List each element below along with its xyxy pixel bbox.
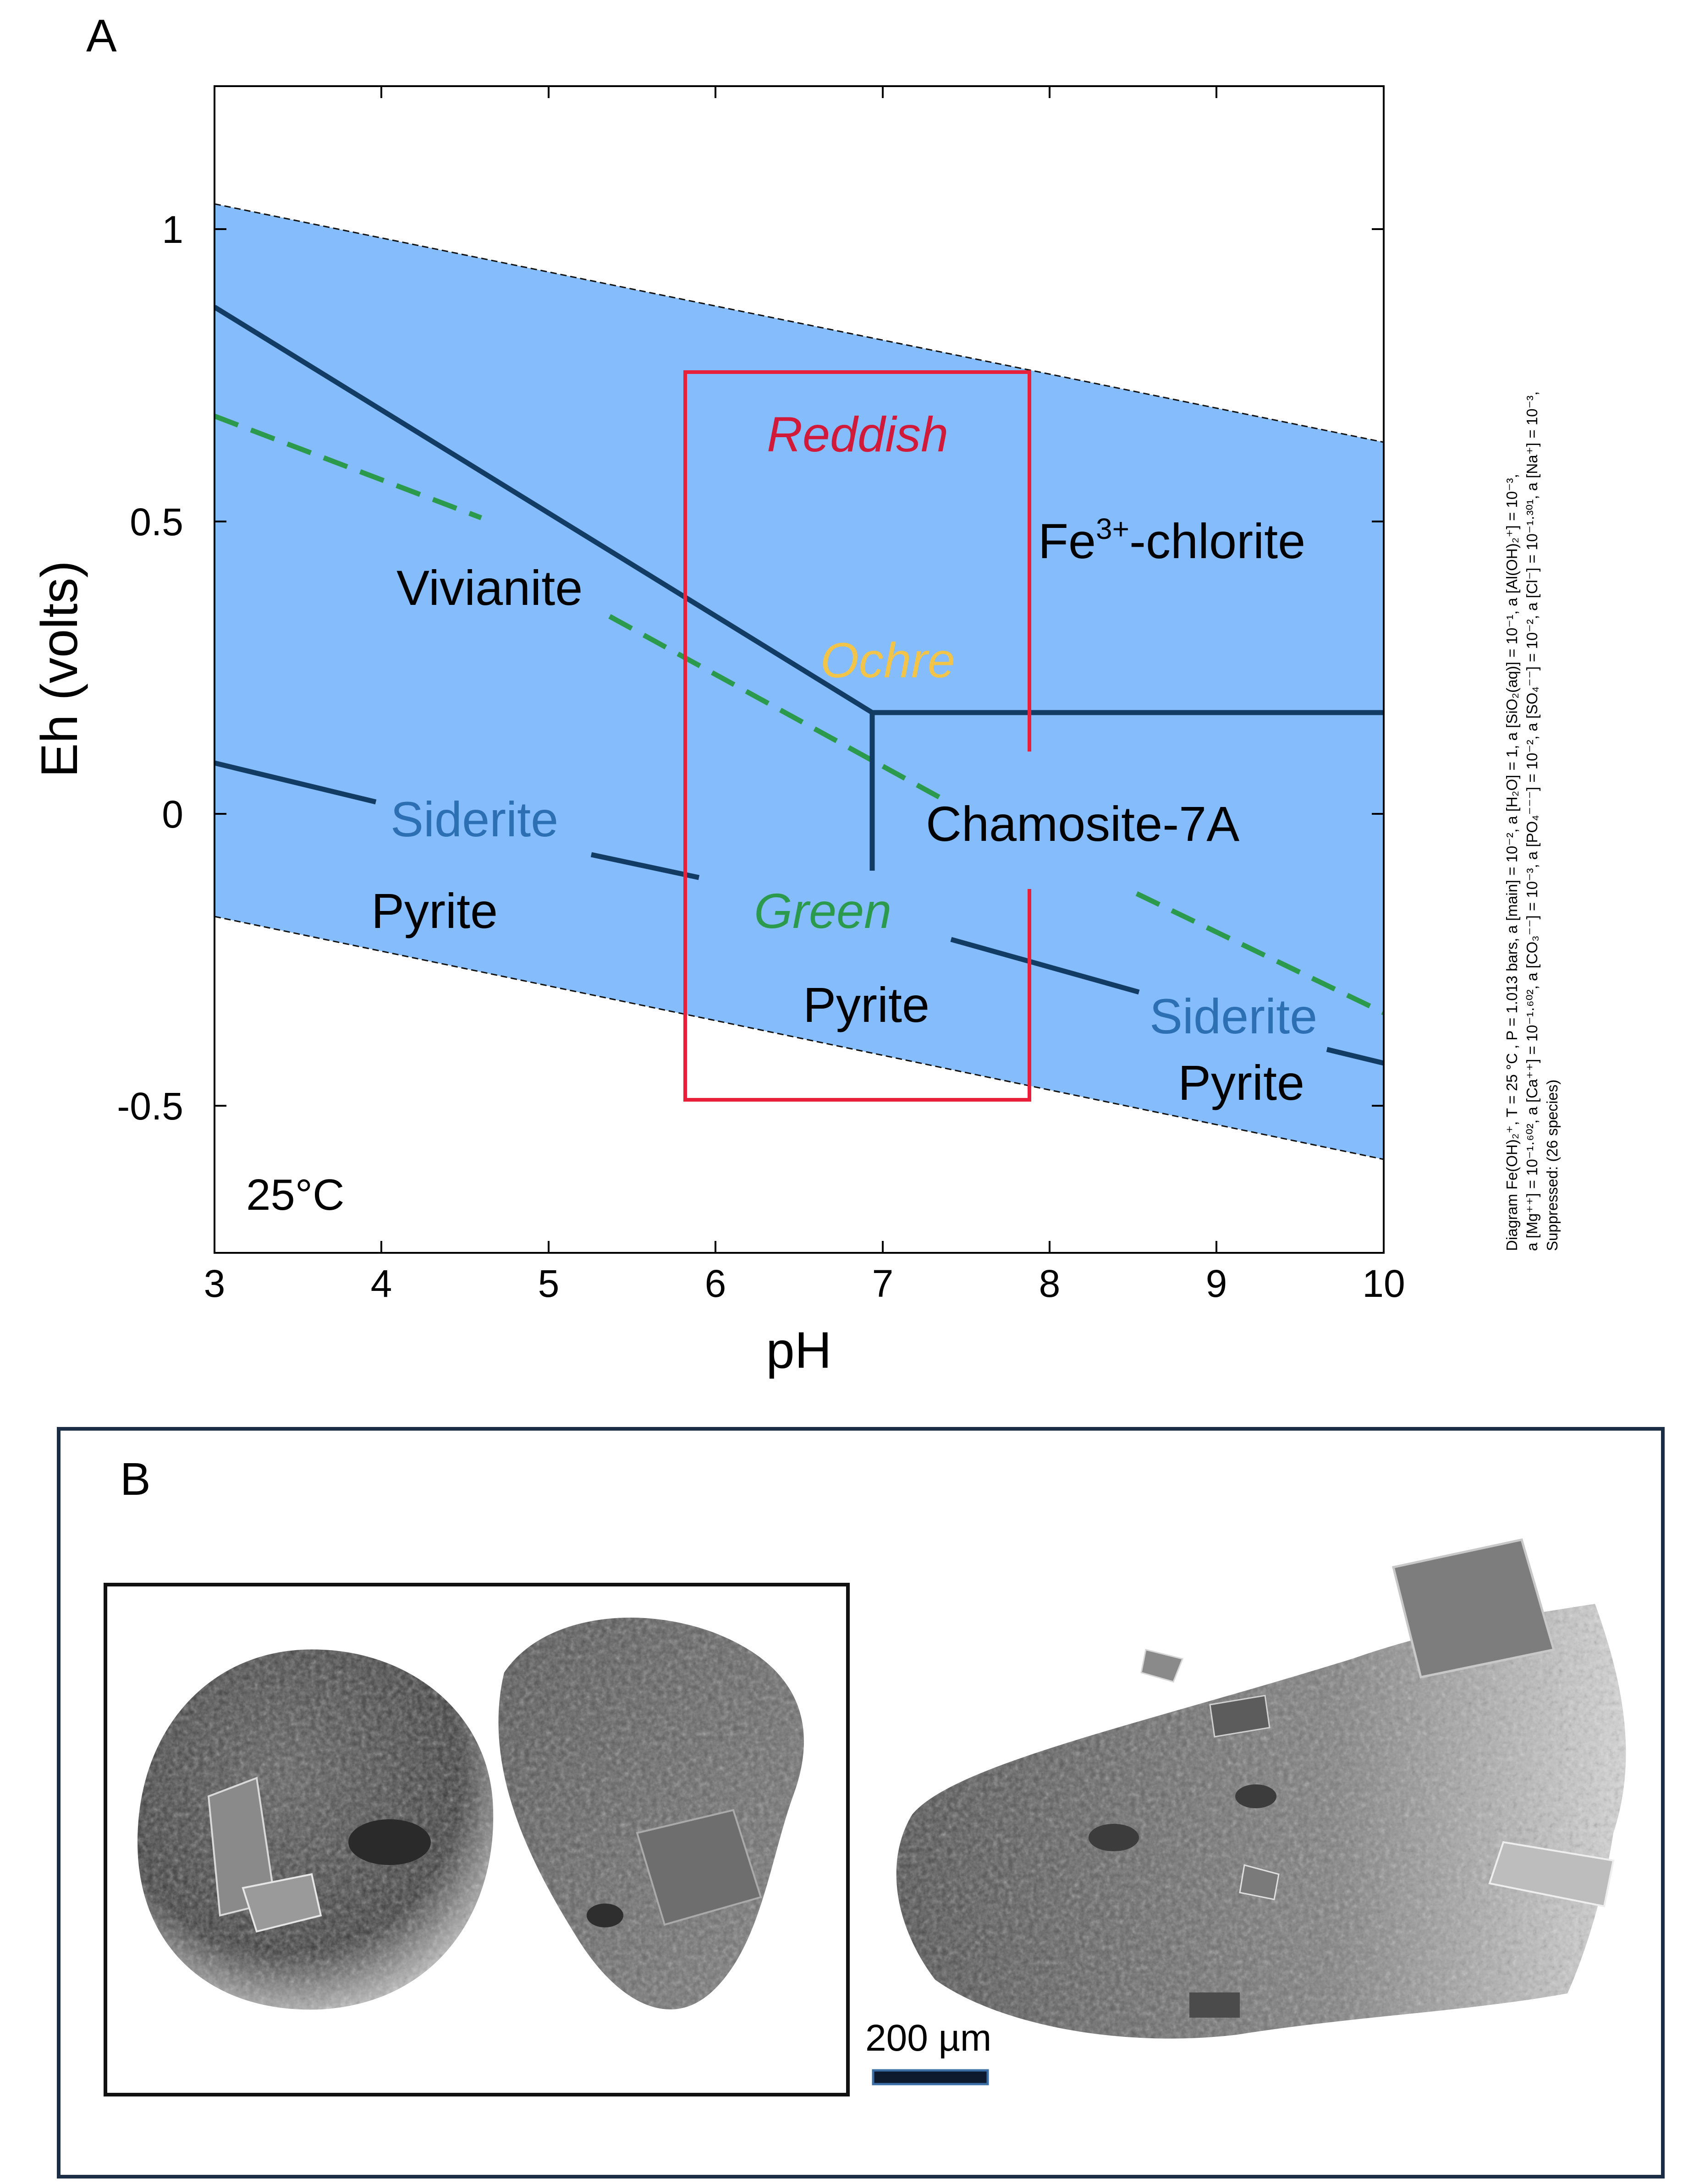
y-tick-label: 0.5 — [130, 500, 183, 543]
siderite-left-label: Siderite — [390, 791, 558, 847]
x-tick-label: 9 — [1206, 1262, 1227, 1305]
x-axis-title: pH — [766, 1322, 831, 1379]
caption-line: Suppressed: (26 species) — [1544, 1080, 1561, 1251]
fe3-chlorite-label: Fe3+-chlorite — [1038, 512, 1305, 569]
x-tick-label: 6 — [705, 1262, 726, 1305]
vivianite-label: Vivianite — [396, 560, 583, 615]
y-tick-labels: 1 0.5 0 -0.5 — [117, 208, 183, 1128]
ochre-zone-label: Ochre — [820, 632, 955, 688]
x-tick-label: 4 — [371, 1262, 392, 1305]
y-tick-label: 0 — [162, 793, 183, 836]
caption-line: a [Mg⁺⁺] = 10⁻¹·⁶⁰², a [Ca⁺⁺] = 10⁻¹·⁶⁰²… — [1524, 391, 1540, 1251]
chamosite-label: Chamosite-7A — [926, 796, 1239, 851]
reddish-zone-label: Reddish — [767, 406, 948, 462]
mineral-boundaries — [214, 305, 1384, 1066]
highlight-box — [683, 370, 1031, 1102]
lower-water-limit — [214, 916, 1384, 1160]
sem-grain-spherical — [138, 1649, 494, 2010]
green-redox-line — [214, 413, 1384, 1015]
sem-grain-rod — [896, 1538, 1626, 2039]
x-tick-label: 8 — [1039, 1262, 1061, 1305]
x-tick-label: 7 — [872, 1262, 894, 1305]
panel-b-label: B — [120, 1454, 151, 1505]
scale-bar-label: 200 µm — [865, 2017, 991, 2059]
water-stability-field — [214, 204, 1384, 1159]
y-tick-label: -0.5 — [117, 1085, 183, 1128]
y-tick-label: 1 — [162, 208, 183, 251]
scale-bar — [872, 2069, 989, 2085]
x-tick-label: 5 — [538, 1262, 560, 1305]
x-tick-label: 10 — [1362, 1262, 1405, 1305]
conditions-caption: Diagram Fe(OH)₂⁺, T = 25 °C , P = 1.013 … — [1503, 391, 1561, 1251]
pyrite-left-label: Pyrite — [371, 883, 498, 938]
temperature-label: 25°C — [246, 1170, 345, 1219]
siderite-right-label: Siderite — [1150, 988, 1317, 1044]
plot-frame — [214, 85, 1385, 1254]
caption-line: Diagram Fe(OH)₂⁺, T = 25 °C , P = 1.013 … — [1503, 474, 1520, 1251]
green-zone-label: Green — [754, 883, 891, 938]
panel-b: B 200 µm — [57, 1427, 1665, 2179]
upper-water-limit — [214, 203, 1384, 443]
pyrite-center-label: Pyrite — [803, 977, 930, 1032]
sem-grain-conical — [498, 1618, 804, 2009]
y-axis-title: Eh (volts) — [31, 561, 88, 778]
x-tick-label: 3 — [204, 1262, 226, 1305]
pyrite-right-label: Pyrite — [1178, 1055, 1304, 1110]
y-axis-ticks — [214, 228, 1384, 1107]
x-axis-ticks — [380, 86, 1217, 1253]
x-tick-labels: 3 4 5 6 7 8 9 10 — [204, 1262, 1405, 1305]
panel-a-label: A — [86, 10, 117, 61]
panel-a: A — [31, 10, 1561, 1379]
